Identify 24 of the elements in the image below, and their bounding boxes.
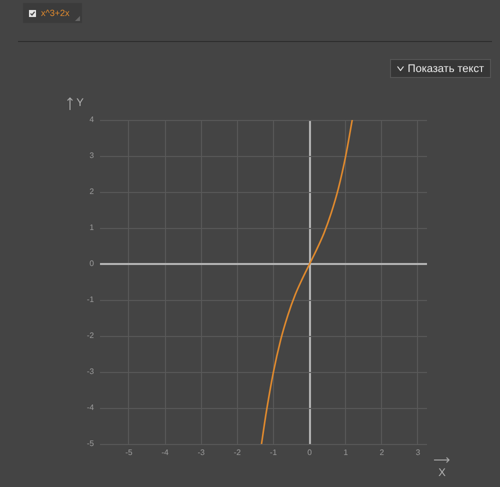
x-tick-label: -4 [161, 448, 170, 458]
y-tick-label: 2 [90, 187, 95, 196]
x-tick-label: -1 [270, 448, 278, 458]
y-tick-label: 0 [90, 259, 95, 268]
y-tick-label: -3 [86, 367, 95, 376]
y-tick-label: -4 [86, 403, 95, 412]
x-tick-label: -5 [125, 448, 134, 458]
y-tick-label: 3 [90, 151, 95, 160]
x-tick-label: 3 [416, 448, 421, 458]
x-tick-label: 1 [343, 448, 348, 458]
line-series [260, 120, 354, 444]
x-tick-label: 2 [380, 448, 385, 458]
y-tick-label: 1 [90, 223, 95, 232]
x-tick-label: -3 [198, 448, 206, 458]
x-tick-label: -2 [234, 448, 242, 458]
button: Показать текст [390, 59, 491, 78]
text: x^3+2x [41, 8, 70, 18]
y-axis-title: Y [76, 97, 84, 110]
y-tick-label: -2 [86, 331, 95, 340]
x-tick-label: 0 [307, 448, 312, 458]
y-tick-label: 4 [90, 115, 95, 124]
y-tick-label: -5 [86, 439, 95, 448]
y-tick-label: -1 [86, 295, 95, 304]
x-axis-title: X [438, 467, 446, 480]
